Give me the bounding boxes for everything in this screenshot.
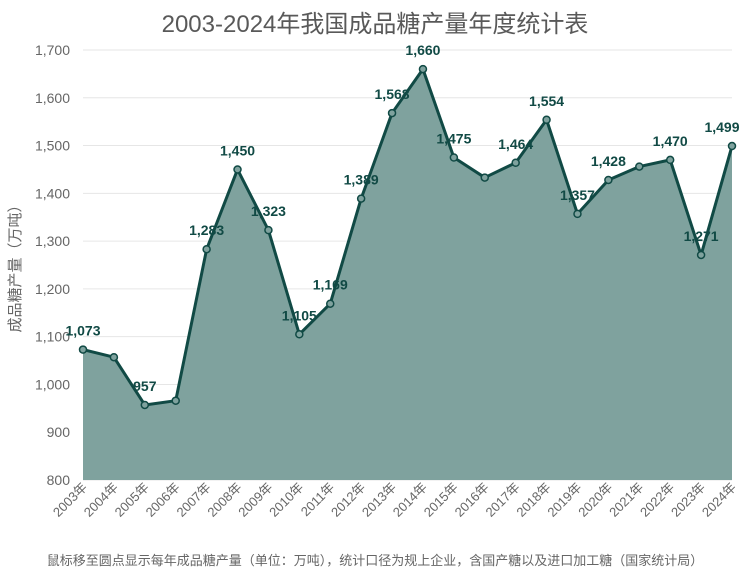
data-label: 1,323 <box>251 203 286 219</box>
data-point <box>140 400 150 410</box>
data-point <box>418 64 428 74</box>
data-point <box>325 299 335 308</box>
data-point <box>665 155 675 165</box>
y-tick-label: 1,700 <box>35 42 70 58</box>
data-point <box>604 175 613 185</box>
data-label: 1,428 <box>591 153 626 169</box>
data-label: 1,169 <box>313 277 348 293</box>
data-label: 1,073 <box>65 323 100 339</box>
data-point <box>511 158 520 168</box>
data-point <box>264 225 273 235</box>
data-point <box>171 396 180 405</box>
y-tick-label: 1,500 <box>35 138 70 154</box>
data-label: 1,470 <box>653 133 688 149</box>
data-point <box>295 330 304 339</box>
x-tick-label: 2010年 <box>266 480 306 520</box>
data-label: 1,499 <box>704 119 739 135</box>
series-line <box>82 67 734 407</box>
y-tick-label: 1,400 <box>35 185 70 201</box>
data-label: 1,660 <box>405 42 440 58</box>
y-tick-label: 1,300 <box>35 233 70 249</box>
data-point <box>356 194 366 203</box>
data-point <box>480 173 490 182</box>
data-point <box>109 352 119 362</box>
data-label: 1,554 <box>529 93 564 109</box>
x-tick-label: 2024年 <box>699 480 739 520</box>
data-label: 1,464 <box>498 136 533 152</box>
series-area <box>83 69 732 480</box>
data-point <box>387 108 397 118</box>
data-point <box>573 209 582 219</box>
data-point <box>635 162 644 171</box>
data-label: 1,283 <box>189 222 224 238</box>
y-tick-label: 900 <box>47 424 71 440</box>
data-point <box>78 345 88 354</box>
y-tick-label: 1,600 <box>35 90 70 106</box>
chart-title: 2003-2024年我国成品糖产量年度统计表 <box>161 11 589 38</box>
data-label: 1,271 <box>684 228 719 244</box>
data-point <box>233 165 242 174</box>
data-label: 1,450 <box>220 142 255 158</box>
y-tick-label: 1,000 <box>35 376 70 392</box>
y-axis-title: 成品糖产量（万吨） <box>7 197 24 332</box>
chart-footnote: 鼠标移至圆点显示每年成品糖产量（单位：万吨），统计口径为规上企业，含国产糖以及进… <box>46 553 704 568</box>
y-tick-label: 1,200 <box>35 281 70 297</box>
data-label: 1,389 <box>344 172 379 188</box>
data-point <box>727 141 737 151</box>
data-label: 1,357 <box>560 187 595 203</box>
data-point <box>202 244 211 254</box>
data-label: 957 <box>133 378 157 394</box>
data-point <box>449 153 459 162</box>
data-point <box>542 115 551 125</box>
y-tick-label: 1,100 <box>35 329 70 345</box>
y-tick-label: 800 <box>47 472 71 488</box>
data-label: 1,105 <box>282 307 317 323</box>
data-point <box>696 250 706 260</box>
data-label: 1,475 <box>436 131 471 147</box>
data-label: 1,568 <box>375 86 410 102</box>
